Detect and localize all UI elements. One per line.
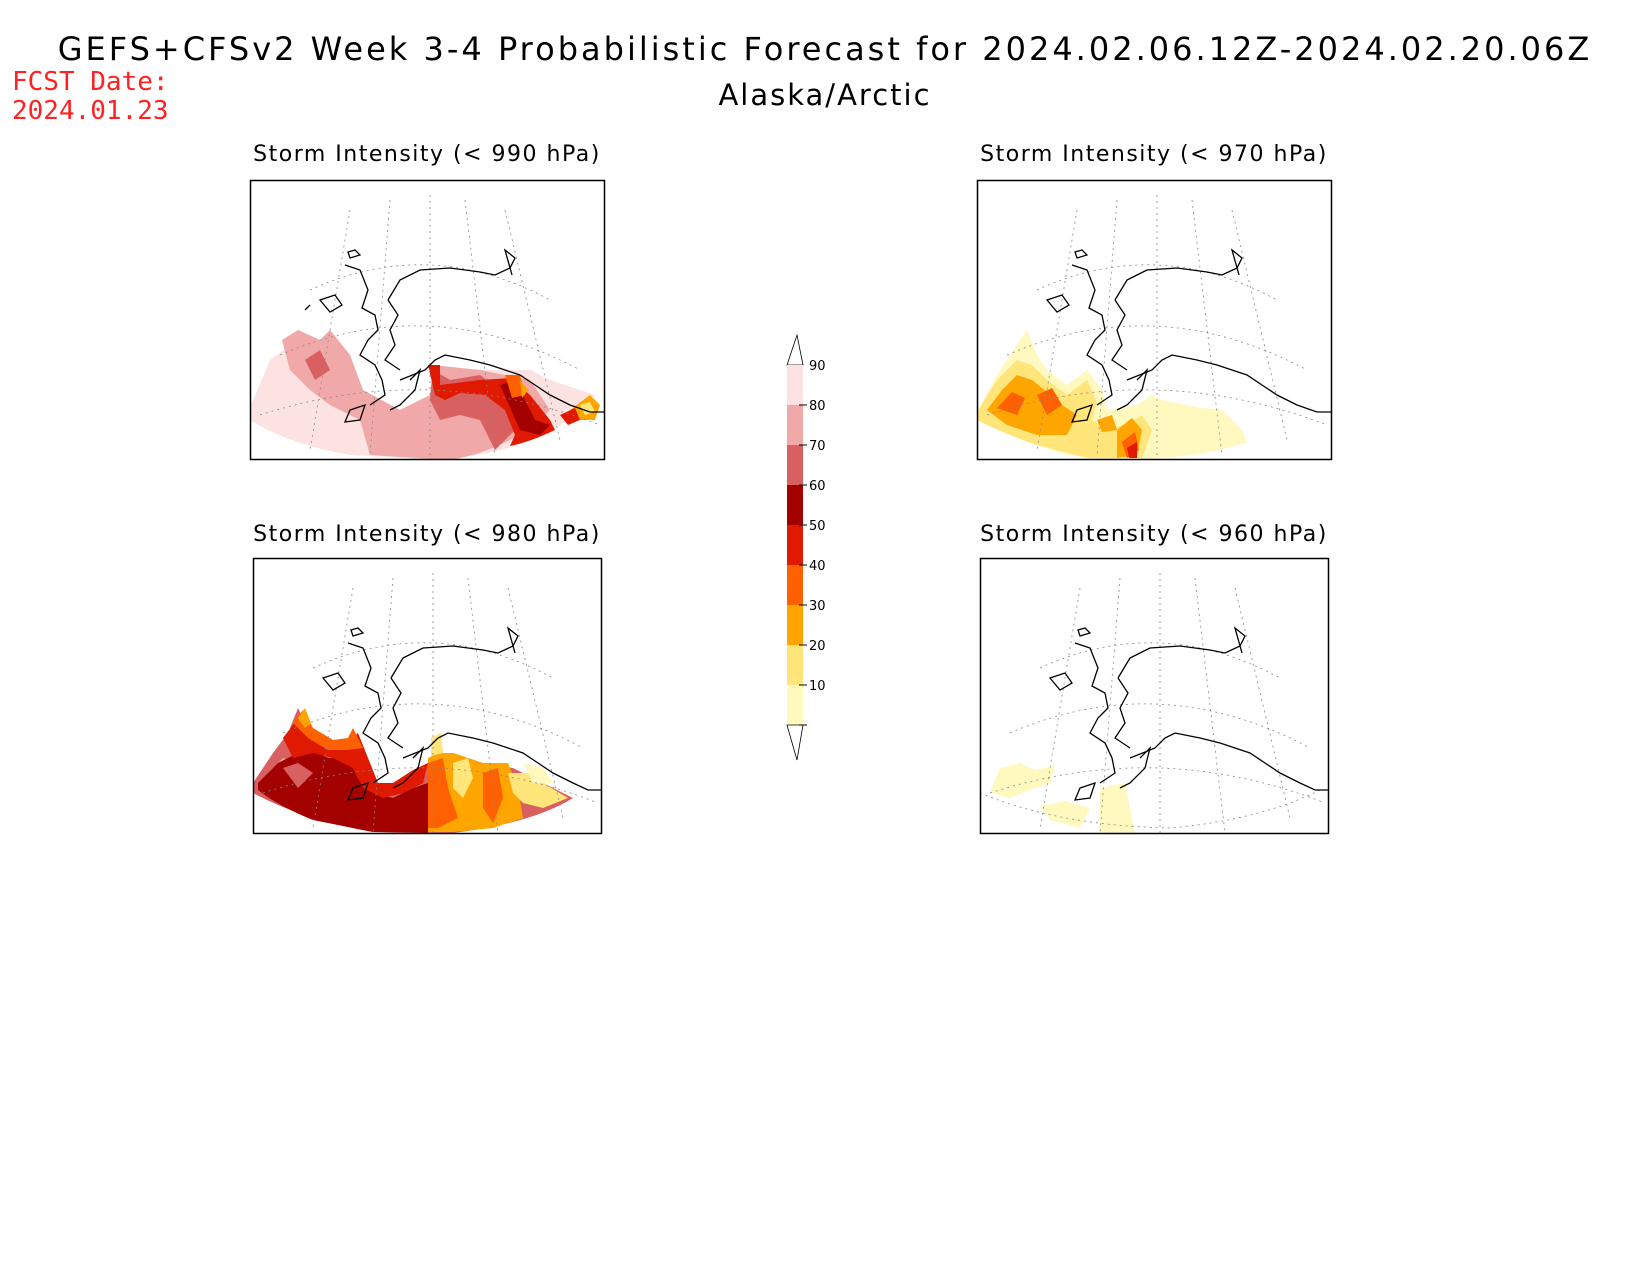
- coastline-980: [321, 626, 602, 801]
- graticule-990: [259, 195, 601, 460]
- graticule-970: [986, 195, 1328, 460]
- shading-960: [990, 763, 1135, 834]
- legend-swatch-20: [787, 645, 803, 685]
- legend-label-10: 10: [809, 679, 826, 694]
- graticule-960: [979, 573, 1326, 834]
- legend-bottom-arrow: [786, 724, 804, 761]
- legend-swatch-10: [787, 685, 803, 725]
- forecast-date-block: FCST Date: 2024.01.23: [12, 68, 169, 126]
- forecast-date-value: 2024.01.23: [12, 96, 169, 126]
- forecast-date-label: FCST Date:: [12, 67, 169, 97]
- legend-label-80: 80: [809, 399, 826, 414]
- legend-swatch-80: [787, 405, 803, 445]
- legend-label-50: 50: [809, 519, 826, 534]
- coastline-990: [304, 248, 605, 423]
- panel-title-980: Storm Intensity (< 980 hPa): [253, 522, 601, 547]
- legend-label-40: 40: [809, 559, 826, 574]
- legend-label-70: 70: [809, 439, 826, 454]
- legend-label-30: 30: [809, 599, 826, 614]
- legend-swatch-40: [787, 565, 803, 605]
- panel-title-970: Storm Intensity (< 970 hPa): [980, 142, 1328, 167]
- legend-label-60: 60: [809, 479, 826, 494]
- legend-swatch-70: [787, 445, 803, 485]
- legend-swatch-90: [787, 365, 803, 405]
- legend-swatch-50: [787, 525, 803, 565]
- coastline-960: [1048, 626, 1329, 801]
- panel-title-990: Storm Intensity (< 990 hPa): [253, 142, 601, 167]
- shading-990: [250, 330, 600, 460]
- map-panel-970: [976, 179, 1333, 461]
- legend-swatch-30: [787, 605, 803, 645]
- panel-title-960: Storm Intensity (< 960 hPa): [980, 522, 1328, 547]
- legend-label-90: 90: [809, 359, 826, 374]
- map-panel-960: [979, 557, 1330, 835]
- legend-top-arrow: [786, 333, 804, 366]
- region-subtitle: Alaska/Arctic: [718, 78, 932, 112]
- legend-swatch-60: [787, 485, 803, 525]
- color-legend: 90 80 70 60 50 40 30 20 10: [786, 333, 826, 761]
- coastline-970: [1045, 248, 1332, 423]
- legend-label-20: 20: [809, 639, 826, 654]
- graticule-980: [262, 573, 599, 834]
- figure-title: GEFS+CFSv2 Week 3-4 Probabilistic Foreca…: [57, 30, 1593, 68]
- map-panel-990: [249, 179, 606, 461]
- shading-970: [977, 330, 1247, 460]
- shading-980: [253, 708, 573, 833]
- map-panel-980: [252, 557, 603, 835]
